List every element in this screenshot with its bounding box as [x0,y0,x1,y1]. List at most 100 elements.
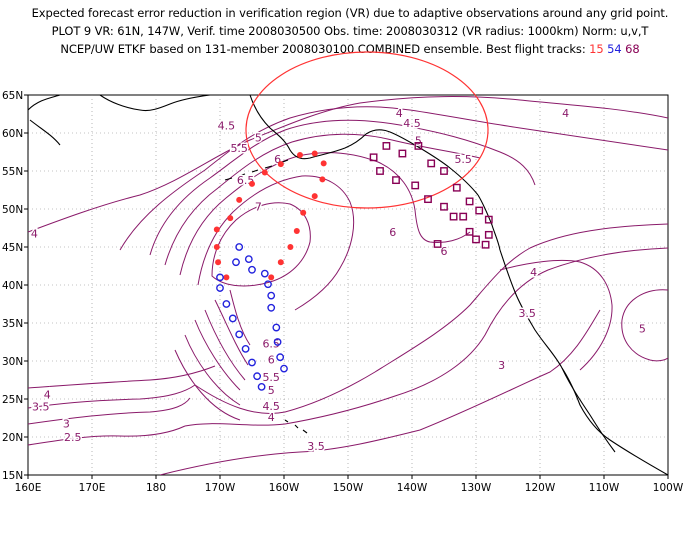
lat-label: 15N [2,470,23,482]
contour-label: 3 [498,359,505,372]
contour-3-east [419,309,601,431]
track-label-54: 54 [607,42,622,56]
lon-label: 150W [333,482,364,494]
track-point-circle [280,364,288,373]
track-point-dot [268,274,275,281]
track-point-dot [311,150,318,157]
track-point-square [440,167,448,175]
track-point-dot [287,244,294,250]
contour-label: 5 [268,384,275,397]
contour-label: 5.5 [230,142,248,155]
contour-4-5 [119,106,668,251]
contour-label: 4 [530,266,537,279]
track-point-square [459,212,468,221]
track-point-circle [228,314,237,323]
track-label-68: 68 [625,42,640,56]
contour-7 [211,202,311,287]
contour-label: 4 [268,411,275,424]
contour-label: 5.5 [454,153,472,166]
track-point-dot [213,244,220,250]
track-point-circle [248,265,256,274]
contour-label: 6.5 [262,338,280,351]
track-point-square [369,153,378,162]
track-point-dot [293,228,300,235]
contour-6-5-south [229,289,251,346]
contour-3-5-south [159,429,421,475]
track-point-square [382,142,391,150]
lat-label: 30N [2,356,23,368]
track-point-circle [257,382,266,391]
map-header: Expected forecast error reduction in ver… [0,0,700,92]
track-point-dot [215,259,222,266]
track-point-dot [300,209,307,216]
contour-label: 4 [44,388,51,401]
track-point-circle [222,300,231,308]
track-point-dot [236,196,243,203]
contour-label: 3 [63,417,70,430]
contour-outer-1 [184,247,668,427]
lon-label: 110W [589,482,620,494]
track-point-circle [260,269,269,278]
aleutians [224,159,289,181]
contour-6-south [214,299,249,366]
contour-label: 3.5 [32,401,50,414]
track-point-dot [311,193,318,200]
contour-lines [28,96,668,475]
title-line-3: NCEP/UW ETKF based on 131-member 2008030… [0,42,700,56]
lon-label: 160W [269,482,300,494]
lon-label: 120W [525,482,556,494]
contour-outer-2 [194,223,668,414]
contour-labels: 4 44.5 4.55 55.55.566.574 6643.556.565.554.5… [29,106,647,455]
track-label-15: 15 [589,42,604,56]
contour-label: 4 [396,107,403,120]
contour-6 [179,152,471,276]
contour-4-5-south [184,334,241,406]
coast-russia [28,95,211,112]
contour-3 [28,397,191,425]
lat-label: 65N [2,90,23,102]
lon-label: 130W [461,482,492,494]
track-point-circle [248,358,256,367]
track-point-dot [277,259,284,266]
contour-5-5 [164,133,481,266]
coast-alaska-south [365,129,479,196]
track-point-circle [232,258,240,267]
contour-label: 6 [274,153,281,166]
track-point-square [465,197,474,206]
lat-label: 50N [2,204,23,216]
title-line-2: PLOT 9 VR: 61N, 147W, Verif. time 200803… [51,24,649,38]
lon-label: 180 [146,482,166,494]
track-point-square [465,227,474,236]
contour-4-west [28,365,216,389]
contour-label: 7 [255,201,262,214]
contour-label: 5.5 [262,371,280,384]
contour-3-5-west [28,384,196,409]
contour-label: 3.5 [518,307,536,320]
track-point-dot [277,161,284,168]
flight-track-15 [213,150,327,281]
track-point-dot [227,215,234,222]
track-point-square [414,142,423,150]
track-point-circle [241,344,250,353]
track-point-dot [249,180,255,187]
verification-region-circle [245,51,489,209]
track-point-square [427,159,436,168]
track-point-circle [276,353,285,362]
coast-kamchatka [28,96,61,150]
track-point-dot [319,176,326,183]
contour-label: 4.5 [218,119,236,132]
track-point-circle [272,323,281,332]
track-point-square [392,176,400,185]
coast-baja [561,367,616,453]
lon-label: 100W [653,482,684,494]
flight-track-68 [369,142,493,249]
contour-label: 2.5 [64,431,82,444]
lat-label: 40N [2,280,23,292]
contour-5-south [194,319,241,391]
track-point-square [398,149,407,158]
track-point-circle [273,338,282,346]
contour-5 [149,119,536,256]
contour-label: 3.5 [307,440,325,453]
contour-label: 5 [639,322,646,335]
